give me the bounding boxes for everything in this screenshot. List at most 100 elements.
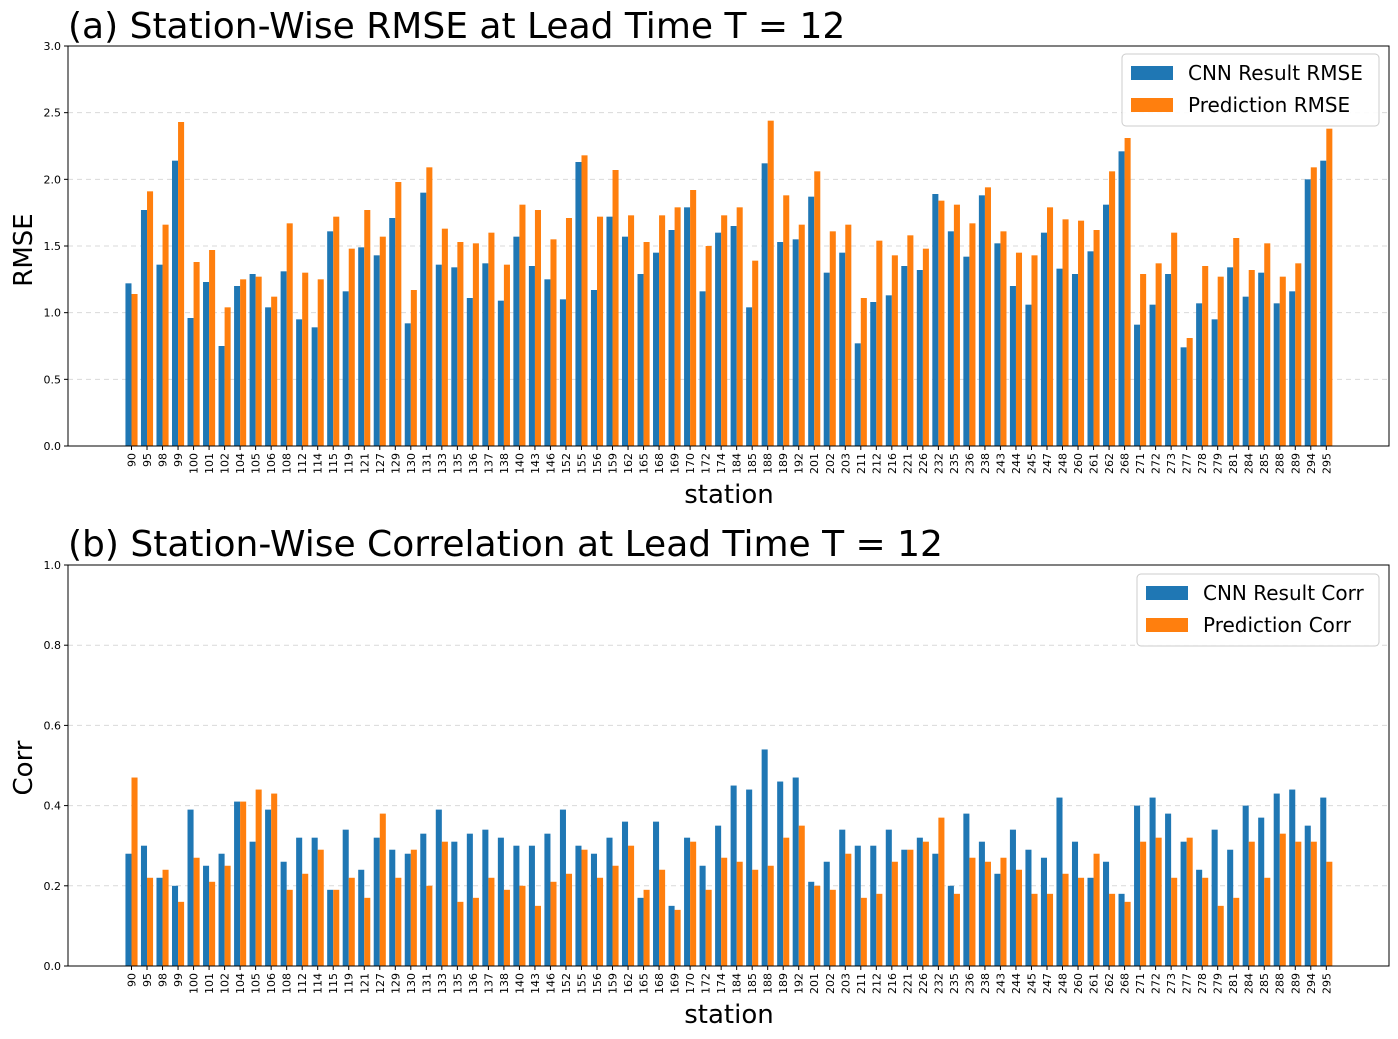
rmse-bar-prediction <box>1326 128 1333 446</box>
corr-y-ticks: 0.0 0.2 0.4 0.6 0.8 1.0 <box>44 559 68 973</box>
rmse-bar-cnn <box>777 242 784 446</box>
rmse-x-tick-label: 221 <box>901 453 914 474</box>
rmse-bar-cnn <box>1056 268 1063 446</box>
corr-x-tick-label: 279 <box>1212 973 1225 994</box>
corr-x-tick-label: 192 <box>793 973 806 994</box>
rmse-x-tick-label: 165 <box>638 453 651 474</box>
corr-bar-prediction <box>457 901 464 966</box>
corr-x-tick-label: 247 <box>1041 973 1054 994</box>
rmse-y-tick-label: 1.0 <box>44 307 62 320</box>
corr-bar-prediction <box>193 857 200 966</box>
rmse-x-tick-label: 133 <box>436 453 449 474</box>
corr-bar-cnn <box>1009 829 1016 966</box>
corr-x-tick-label: 162 <box>622 973 635 994</box>
rmse-bar-cnn <box>621 236 629 446</box>
rmse-bar-prediction <box>1248 270 1255 446</box>
rmse-bar-prediction <box>752 260 759 446</box>
rmse-bar-cnn <box>1149 304 1156 446</box>
rmse-bar-cnn <box>1025 304 1032 446</box>
rmse-x-tick-label: 121 <box>358 453 371 474</box>
rmse-bar-cnn <box>1273 303 1280 446</box>
rmse-bar-cnn <box>528 266 535 446</box>
rmse-bar-prediction <box>519 204 526 446</box>
corr-bar-cnn <box>1056 797 1063 966</box>
corr-bar-prediction <box>674 909 681 966</box>
rmse-x-tick-label: 108 <box>281 453 294 474</box>
rmse-x-tick-label: 294 <box>1305 453 1318 474</box>
corr-bar-prediction <box>426 885 433 966</box>
rmse-bar-cnn <box>125 283 132 446</box>
rmse-x-tick-label: 245 <box>1025 453 1038 474</box>
corr-x-tick-label: 95 <box>141 973 154 987</box>
corr-bar-prediction <box>550 881 557 966</box>
rmse-x-tick-label: 169 <box>669 453 682 474</box>
rmse-x-tick-label: 212 <box>870 453 883 474</box>
corr-bar-cnn <box>808 881 815 966</box>
corr-bar-prediction <box>395 877 402 966</box>
corr-x-tick-label: 284 <box>1243 973 1256 994</box>
corr-bar-cnn <box>342 829 349 966</box>
rmse-bar-cnn <box>1227 267 1234 446</box>
corr-x-tick-label: 168 <box>653 973 666 994</box>
corr-bar-cnn <box>234 801 241 966</box>
corr-bar-prediction <box>752 869 759 966</box>
rmse-bar-cnn <box>978 195 985 446</box>
rmse-x-tick-label: 131 <box>420 453 433 474</box>
rmse-x-tick-label: 174 <box>715 453 728 474</box>
corr-x-tick-label: 273 <box>1165 973 1178 994</box>
corr-bar-cnn <box>1211 829 1218 966</box>
corr-x-tick-label: 281 <box>1227 973 1240 994</box>
rmse-bar-prediction <box>659 215 666 446</box>
rmse-x-tick-label: 127 <box>374 453 387 474</box>
rmse-bar-cnn <box>823 272 830 446</box>
rmse-bar-cnn <box>808 196 815 446</box>
rmse-bar-cnn <box>637 274 644 446</box>
corr-bar-cnn <box>1025 849 1032 966</box>
rmse-bar-prediction <box>472 243 479 446</box>
corr-bar-cnn <box>1087 877 1094 966</box>
corr-x-tick-label: 211 <box>855 973 868 994</box>
corr-x-tick-label: 101 <box>203 973 216 994</box>
corr-bar-cnn <box>746 789 753 966</box>
rmse-x-tick-label: 155 <box>575 453 588 474</box>
corr-bar-prediction <box>876 893 883 966</box>
rmse-bar-cnn <box>435 264 442 446</box>
rmse-y-tick-label: 2.5 <box>44 107 62 120</box>
corr-x-tick-label: 221 <box>901 973 914 994</box>
corr-bar-cnn <box>528 845 535 966</box>
corr-legend-swatch-cnn <box>1146 586 1188 600</box>
rmse-bar-prediction <box>845 224 852 446</box>
rmse-bar-prediction <box>302 272 309 446</box>
corr-bar-prediction <box>643 889 650 966</box>
rmse-legend-swatch-cnn <box>1131 66 1173 80</box>
corr-bar-cnn <box>777 781 784 966</box>
rmse-bar-prediction <box>907 235 914 446</box>
corr-bar-prediction <box>472 897 479 966</box>
corr-bar-cnn <box>1180 841 1187 966</box>
corr-x-tick-label: 262 <box>1103 973 1116 994</box>
rmse-bar-cnn <box>358 247 365 446</box>
rmse-bar-prediction <box>1233 238 1240 446</box>
rmse-x-tick-label: 137 <box>482 453 495 474</box>
rmse-x-tick-label: 100 <box>188 453 201 474</box>
rmse-bar-prediction <box>317 279 324 446</box>
corr-bar-cnn <box>171 885 179 966</box>
corr-bar-prediction <box>286 889 293 966</box>
rmse-x-ticks: 90 95 98 99 100 101 102 104 105 106 108 112 114 115 11… <box>126 446 1333 474</box>
corr-x-tick-label: 189 <box>777 973 790 994</box>
corr-x-tick-label: 244 <box>1010 973 1023 994</box>
rmse-bar-prediction <box>147 191 154 446</box>
corr-bar-prediction <box>1031 893 1038 966</box>
corr-bar-cnn <box>637 897 644 966</box>
corr-bar-prediction <box>1264 877 1271 966</box>
corr-x-tick-label: 169 <box>669 973 682 994</box>
rmse-y-tick-label: 0.5 <box>44 373 62 386</box>
corr-bar-prediction <box>1217 905 1224 966</box>
corr-bar-cnn <box>715 825 722 966</box>
rmse-x-tick-label: 203 <box>839 453 852 474</box>
corr-bar-prediction <box>705 889 712 966</box>
corr-bar-cnn <box>187 809 194 966</box>
rmse-x-tick-label: 248 <box>1057 453 1070 474</box>
rmse-bar-prediction <box>534 210 541 446</box>
rmse-x-tick-label: 192 <box>793 453 806 474</box>
